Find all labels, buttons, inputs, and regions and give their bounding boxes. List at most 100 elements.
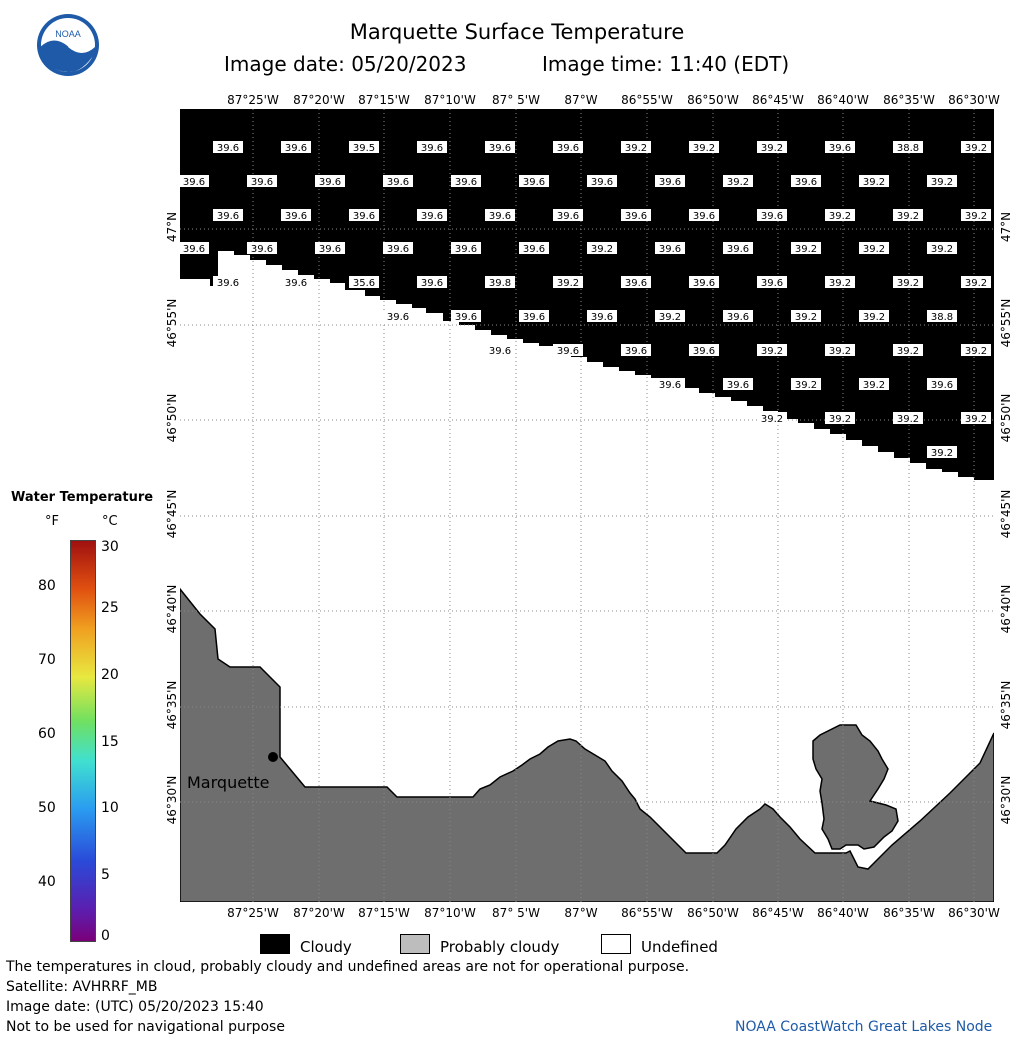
unit-celsius: °C (102, 514, 118, 529)
temperature-value: 39.6 (489, 211, 511, 222)
temperature-reading: 39.6 (757, 209, 787, 222)
temperature-reading: 39.2 (791, 242, 821, 255)
temperature-box (417, 209, 447, 221)
temperature-reading: 39.2 (859, 378, 889, 391)
colorbar-title: Water Temperature (11, 490, 154, 505)
lat-label: 46°40'N (999, 584, 1013, 634)
temperature-box (893, 276, 923, 288)
temperature-reading: 39.6 (723, 242, 753, 255)
temperature-reading: 39.6 (213, 141, 243, 154)
temperature-value: 39.2 (659, 312, 681, 323)
temperature-box (621, 276, 651, 288)
temperature-reading: 39.6 (655, 175, 685, 188)
lon-label: 87°W (564, 93, 598, 107)
temperature-value: 39.6 (761, 211, 783, 222)
temperature-box (451, 242, 481, 254)
temperature-box (315, 175, 345, 187)
temperature-value: 39.6 (319, 244, 341, 255)
temperature-box (587, 310, 617, 322)
temperature-reading: 39.2 (961, 209, 991, 222)
lon-label: 87°W (564, 906, 598, 920)
temperature-reading: 39.6 (621, 209, 651, 222)
temperature-reading: 39.2 (825, 344, 855, 357)
temperature-reading: 39.6 (689, 209, 719, 222)
temperature-value: 39.6 (829, 143, 851, 154)
temperature-reading: 39.2 (927, 175, 957, 188)
temperature-reading: 39.6 (689, 344, 719, 357)
temperature-box (621, 209, 651, 221)
temperature-reading: 39.2 (961, 276, 991, 289)
temperature-value: 39.2 (863, 177, 885, 188)
temperature-readings: 39.6 39.6 39.5 39.6 39.6 39.6 39.2 39.2 39.2 39.6… (180, 141, 991, 459)
temperature-box (757, 276, 787, 288)
temperature-value: 39.6 (523, 312, 545, 323)
temperature-reading: 39.6 (281, 209, 311, 222)
temperature-box (213, 141, 243, 153)
temperature-value: 39.6 (557, 211, 579, 222)
temperature-box (859, 310, 889, 322)
temperature-value: 39.6 (489, 346, 511, 357)
legend-probably-cloudy-label: Probably cloudy (440, 938, 560, 956)
legend-undefined-swatch (601, 934, 631, 954)
temperature-reading: 39.6 (451, 175, 481, 188)
temperature-reading: 39.2 (757, 141, 787, 154)
temperature-value: 39.5 (353, 143, 375, 154)
temperature-box (791, 175, 821, 187)
temperature-reading: 39.6 (519, 310, 549, 323)
temperature-box (859, 378, 889, 390)
temperature-reading: 39.2 (723, 175, 753, 188)
temperature-box (180, 175, 209, 187)
temperature-reading: 39.6 (723, 378, 753, 391)
lat-label: 46°35'N (999, 680, 1013, 730)
temperature-value: 39.6 (183, 177, 205, 188)
temperature-box (587, 242, 617, 254)
temperature-box (383, 242, 413, 254)
temperature-value: 39.6 (217, 278, 239, 289)
temperature-reading: 39.6 (519, 242, 549, 255)
temperature-reading: 39.6 (621, 344, 651, 357)
temperature-reading: 39.6 (417, 141, 447, 154)
temperature-box (791, 242, 821, 254)
temperature-reading: 39.6 (281, 141, 311, 154)
temperature-box (825, 209, 855, 221)
image-date: Image date: 05/20/2023 (224, 52, 467, 76)
temperature-box (417, 141, 447, 153)
temperature-value: 39.6 (183, 244, 205, 255)
lat-label: 46°50'N (999, 393, 1013, 443)
legend-undefined-label: Undefined (641, 938, 718, 956)
temperature-reading: 39.2 (587, 242, 617, 255)
temperature-box (553, 209, 583, 221)
temperature-box (383, 310, 413, 322)
temperature-reading: 39.2 (757, 412, 787, 425)
temperature-box (927, 310, 957, 322)
temperature-box (349, 141, 379, 153)
temperature-box (281, 276, 311, 288)
temperature-value: 39.6 (455, 312, 477, 323)
temperature-reading: 39.2 (825, 412, 855, 425)
temperature-reading: 39.2 (927, 242, 957, 255)
temperature-reading: 39.2 (757, 344, 787, 357)
temperature-box (825, 276, 855, 288)
temperature-box (247, 242, 277, 254)
temperature-reading: 39.6 (553, 141, 583, 154)
temperature-reading: 39.2 (859, 175, 889, 188)
temperature-value: 39.2 (931, 244, 953, 255)
colorbar-f-tick: 70 (38, 652, 56, 668)
temperature-reading: 39.6 (485, 344, 515, 357)
lon-label: 86°35'W (883, 906, 935, 920)
temperature-box (893, 209, 923, 221)
temperature-value: 39.2 (795, 244, 817, 255)
temperature-reading: 39.2 (893, 344, 923, 357)
temperature-value: 39.2 (897, 346, 919, 357)
temperature-reading: 39.6 (451, 242, 481, 255)
temperature-reading: 38.8 (893, 141, 923, 154)
temperature-box (859, 242, 889, 254)
temperature-value: 39.2 (965, 278, 987, 289)
temperature-value: 39.2 (625, 143, 647, 154)
lon-label: 86°35'W (883, 93, 935, 107)
temperature-value: 39.6 (761, 278, 783, 289)
temperature-box (315, 242, 345, 254)
temperature-reading: 39.6 (281, 276, 311, 289)
temperature-reading: 39.2 (859, 310, 889, 323)
temperature-box (893, 344, 923, 356)
